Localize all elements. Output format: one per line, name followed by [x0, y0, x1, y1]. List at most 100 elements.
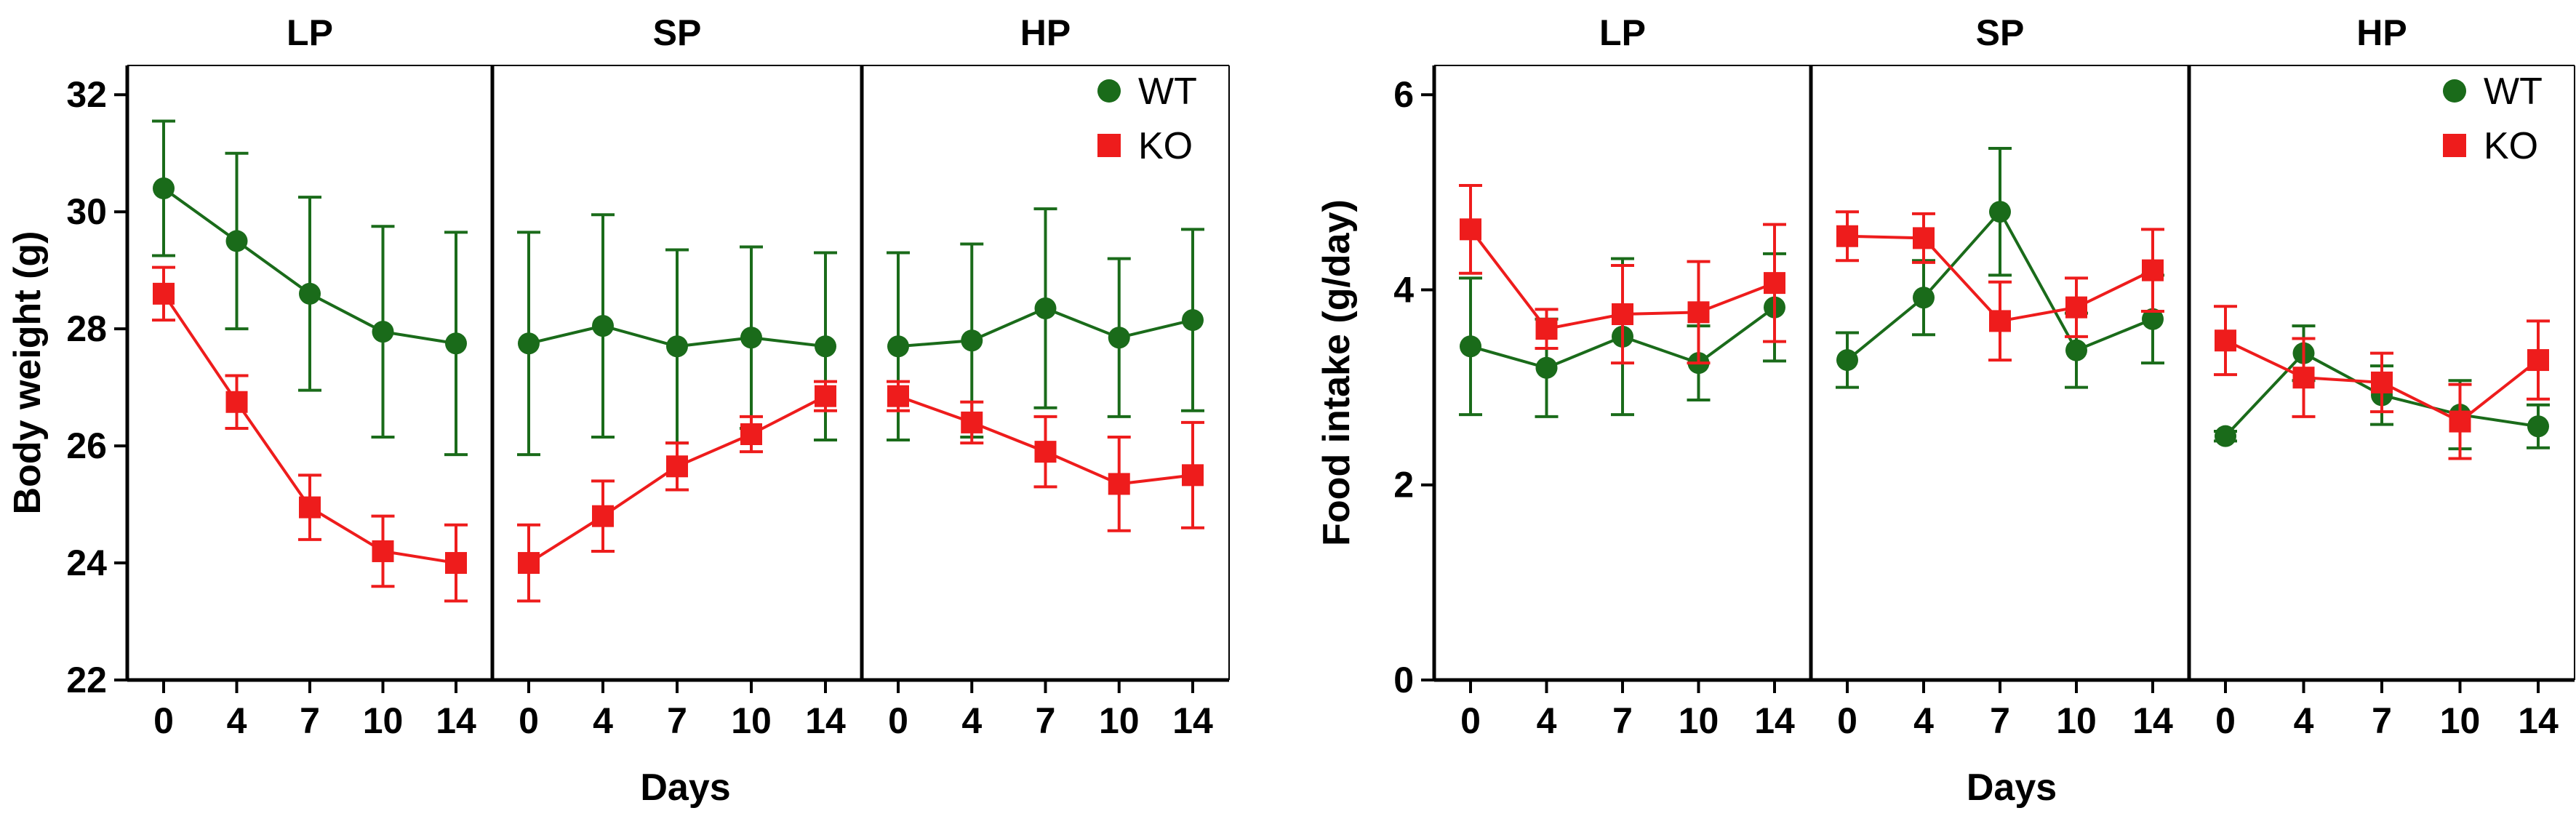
- x-tick-label: 10: [731, 700, 772, 741]
- wt-point: [1913, 287, 1935, 309]
- wt-point: [2527, 415, 2549, 438]
- x-axis-label: Days: [1967, 767, 2057, 809]
- wt-point: [2065, 339, 2087, 361]
- legend-ko-marker: [2443, 134, 2466, 157]
- x-tick-label: 7: [300, 700, 320, 741]
- panel-label-sp: SP: [1976, 12, 2025, 53]
- food-intake-chart: 0 2 4 6 Food intake (g/day) Days LP 0 4 7 10 14 SP 0 4…: [1316, 12, 2575, 809]
- x-tick-label: 4: [1537, 700, 1557, 741]
- x-tick-label: 14: [2132, 700, 2173, 741]
- x-tick-label: 14: [1754, 700, 1795, 741]
- x-tick-label: 14: [805, 700, 846, 741]
- ko-point: [1989, 310, 2011, 332]
- x-axis-label: Days: [640, 767, 730, 809]
- y-axis-label: Food intake (g/day): [1316, 199, 1358, 546]
- x-tick-label: 10: [2056, 700, 2097, 741]
- legend-ko-label: KO: [1138, 125, 1193, 167]
- y-tick-label: 2: [1393, 465, 1414, 505]
- panel-label-lp: LP: [287, 12, 333, 53]
- x-tick-label: 4: [2294, 700, 2314, 741]
- legend-wt-marker: [2443, 79, 2466, 103]
- wt-point: [299, 282, 321, 305]
- panel-label-hp: HP: [1020, 12, 1071, 53]
- x-tick-label: 10: [363, 700, 404, 741]
- wt-point: [887, 335, 909, 358]
- y-tick-label: 24: [66, 543, 107, 583]
- y-tick-label: 28: [66, 308, 107, 349]
- ko-point: [1836, 225, 1858, 247]
- ko-point: [1764, 272, 1785, 295]
- wt-point: [1989, 201, 2011, 223]
- y-tick-label: 32: [66, 74, 107, 115]
- ko-point: [1460, 218, 1481, 241]
- wt-point: [1034, 297, 1057, 319]
- wt-point: [372, 321, 394, 343]
- ko-point: [1034, 441, 1057, 463]
- ko-point: [1535, 318, 1558, 340]
- x-tick-label: 14: [2518, 700, 2559, 741]
- wt-point: [666, 335, 688, 358]
- body-weight-chart: 22 24 26 28 30 32 Body weight (g) Days LP 0 4 7 10 14…: [7, 12, 1230, 809]
- ko-point: [1182, 464, 1204, 487]
- ko-point: [592, 505, 614, 527]
- wt-point: [445, 332, 467, 355]
- y-tick-label: 0: [1393, 660, 1414, 700]
- legend-wt-marker: [1097, 79, 1121, 103]
- wt-point: [2215, 425, 2236, 447]
- y-tick-label: 6: [1393, 74, 1414, 115]
- wt-point: [1182, 309, 1204, 332]
- panel-label-sp: SP: [653, 12, 702, 53]
- x-tick-label: 10: [1679, 700, 1719, 741]
- x-tick-label: 7: [667, 700, 687, 741]
- x-tick-label: 14: [1172, 700, 1213, 741]
- ko-point: [518, 552, 540, 575]
- ko-point: [372, 540, 394, 562]
- y-tick-label: 26: [66, 425, 107, 466]
- wt-point: [1108, 327, 1130, 349]
- ko-point: [2371, 371, 2393, 393]
- panel-label-lp: LP: [1599, 12, 1646, 53]
- x-tick-label: 7: [2372, 700, 2392, 741]
- x-tick-label: 4: [593, 700, 613, 741]
- wt-point: [961, 329, 983, 352]
- wt-point: [592, 315, 614, 337]
- x-tick-label: 10: [2440, 700, 2481, 741]
- wt-point: [153, 177, 175, 199]
- wt-point: [815, 335, 836, 358]
- x-tick-label: 4: [961, 700, 982, 741]
- wt-point: [225, 230, 248, 252]
- ko-point: [1687, 301, 1710, 324]
- legend-ko-marker: [1097, 134, 1121, 157]
- ko-point: [225, 391, 248, 413]
- legend-ko-label: KO: [2484, 125, 2538, 167]
- ko-point: [2527, 349, 2549, 372]
- ko-point: [2142, 259, 2164, 281]
- wt-point: [1836, 349, 1858, 372]
- ko-point: [1612, 303, 1633, 326]
- y-tick-label: 22: [66, 660, 107, 700]
- x-tick-label: 14: [436, 700, 476, 741]
- x-tick-label: 0: [2215, 700, 2236, 741]
- x-tick-label: 0: [519, 700, 539, 741]
- ko-point: [666, 455, 688, 478]
- x-tick-label: 0: [888, 700, 908, 741]
- x-tick-label: 7: [1036, 700, 1056, 741]
- x-tick-label: 0: [1460, 700, 1481, 741]
- ko-point: [2292, 367, 2315, 389]
- ko-point: [1913, 227, 1935, 249]
- y-tick-label: 30: [66, 191, 107, 232]
- y-axis-label: Body weight (g): [7, 231, 49, 515]
- wt-point: [1535, 356, 1558, 379]
- wt-point: [2142, 308, 2164, 330]
- ko-point: [1108, 473, 1130, 495]
- ko-point: [740, 423, 762, 445]
- ko-point: [2065, 296, 2087, 319]
- ko-point: [815, 385, 836, 407]
- x-tick-label: 0: [1837, 700, 1857, 741]
- panel-label-hp: HP: [2356, 12, 2407, 53]
- ko-point: [2449, 410, 2471, 433]
- ko-point: [887, 385, 909, 407]
- wt-point: [1460, 335, 1481, 358]
- ko-point: [299, 496, 321, 519]
